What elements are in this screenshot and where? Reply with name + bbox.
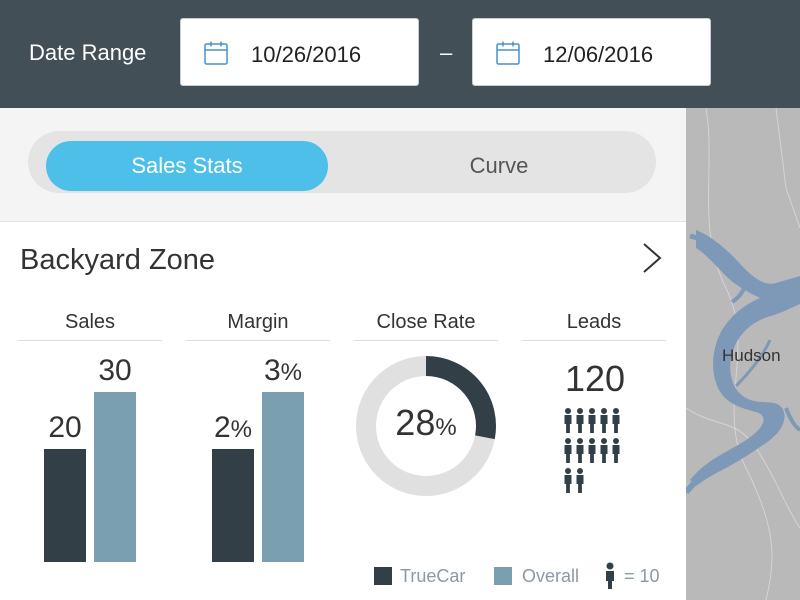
stats-panel: Sales Stats Curve Backyard Zone Sales Ma…	[0, 108, 686, 600]
date-separator: –	[440, 40, 453, 65]
close-rate-donut	[356, 356, 496, 496]
margin-overall-bar	[262, 392, 304, 562]
end-date-field[interactable]: 12/06/2016	[472, 18, 711, 86]
sales-header: Sales	[18, 311, 162, 341]
person-icon	[564, 408, 572, 433]
legend-overall-label: Overall	[522, 566, 580, 586]
person-icon	[612, 408, 620, 433]
date-range-label: Date Range	[29, 40, 147, 65]
person-icon	[588, 408, 596, 433]
person-icon	[564, 468, 572, 493]
map-view[interactable]: Hudson	[686, 108, 800, 600]
legend-person-label: = 10	[624, 566, 660, 586]
sales-overall-bar	[94, 392, 136, 562]
sales-truecar-bar	[44, 449, 86, 562]
end-date-value: 12/06/2016	[543, 42, 654, 67]
leads-people-icons	[564, 408, 620, 493]
map-water	[686, 108, 800, 600]
person-icon	[606, 562, 614, 589]
person-icon	[600, 408, 608, 433]
sales-truecar-value: 20	[48, 411, 82, 444]
start-date-field[interactable]: 10/26/2016	[180, 18, 419, 86]
person-icon	[576, 438, 584, 463]
person-icon	[588, 438, 596, 463]
segmented-control: Sales Stats Curve	[28, 131, 656, 193]
person-icon	[600, 438, 608, 463]
tab-bar: Sales Stats Curve	[0, 108, 686, 222]
person-icon	[564, 438, 572, 463]
donut-value-arc	[425, 356, 496, 440]
person-icon	[576, 468, 584, 493]
calendar-icon	[496, 41, 520, 65]
legend-overall-swatch	[494, 567, 512, 585]
legend-truecar-label: TrueCar	[400, 566, 466, 586]
leads-header: Leads	[522, 311, 666, 341]
sales-overall-value: 30	[98, 354, 132, 387]
calendar-icon	[204, 41, 228, 65]
margin-overall-value: 3%	[263, 354, 303, 387]
close-rate-value: 28%	[395, 402, 457, 443]
person-icon	[576, 408, 584, 433]
margin-truecar-value: 2%	[213, 411, 253, 444]
tab-sales-stats[interactable]: Sales Stats	[46, 141, 328, 191]
header-bar: Date Range 10/26/2016 – 12/06/2016	[0, 0, 800, 108]
close-rate-header: Close Rate	[354, 311, 498, 341]
leads-value: 120	[564, 358, 626, 399]
legend: TrueCar Overall = 10	[374, 562, 674, 589]
chevron-right-icon[interactable]	[640, 240, 664, 276]
tab-curve[interactable]: Curve	[469, 153, 529, 178]
margin-header: Margin	[186, 311, 330, 341]
legend-truecar-swatch	[374, 567, 392, 585]
margin-truecar-bar	[212, 449, 254, 562]
zone-title: Backyard Zone	[20, 244, 216, 276]
person-icon	[612, 438, 620, 463]
start-date-value: 10/26/2016	[251, 42, 362, 67]
map-city-label: Hudson	[722, 346, 781, 365]
